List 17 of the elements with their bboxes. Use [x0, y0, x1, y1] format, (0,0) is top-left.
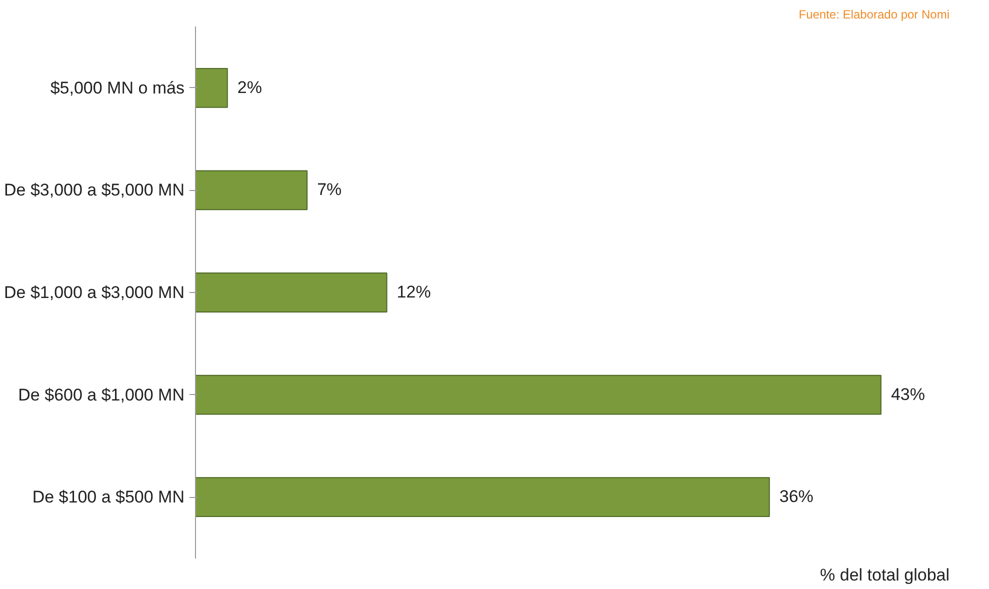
y-tick-label: De $600 a $1,000 MN	[18, 385, 185, 404]
bar	[196, 477, 770, 518]
bar	[196, 68, 228, 108]
data-label: 43%	[890, 384, 925, 404]
data-label: 36%	[779, 487, 814, 506]
y-tick-label: De $100 a $500 MN	[32, 488, 185, 507]
data-label: 7%	[317, 180, 342, 200]
y-tick-label: $5,000 MN o más	[50, 78, 185, 98]
x-axis-title: % del total global	[820, 566, 950, 584]
bar	[196, 170, 308, 210]
data-label: 2%	[237, 78, 262, 97]
y-tick-label: De $1,000 a $3,000 MN	[4, 283, 185, 302]
data-label: 12%	[396, 282, 431, 302]
source-note: Fuente: Elaborado por Nomi	[798, 8, 950, 22]
bar	[196, 272, 388, 312]
y-tick-label: De $3,000 a $5,000 MN	[4, 180, 185, 200]
bar	[196, 374, 882, 415]
